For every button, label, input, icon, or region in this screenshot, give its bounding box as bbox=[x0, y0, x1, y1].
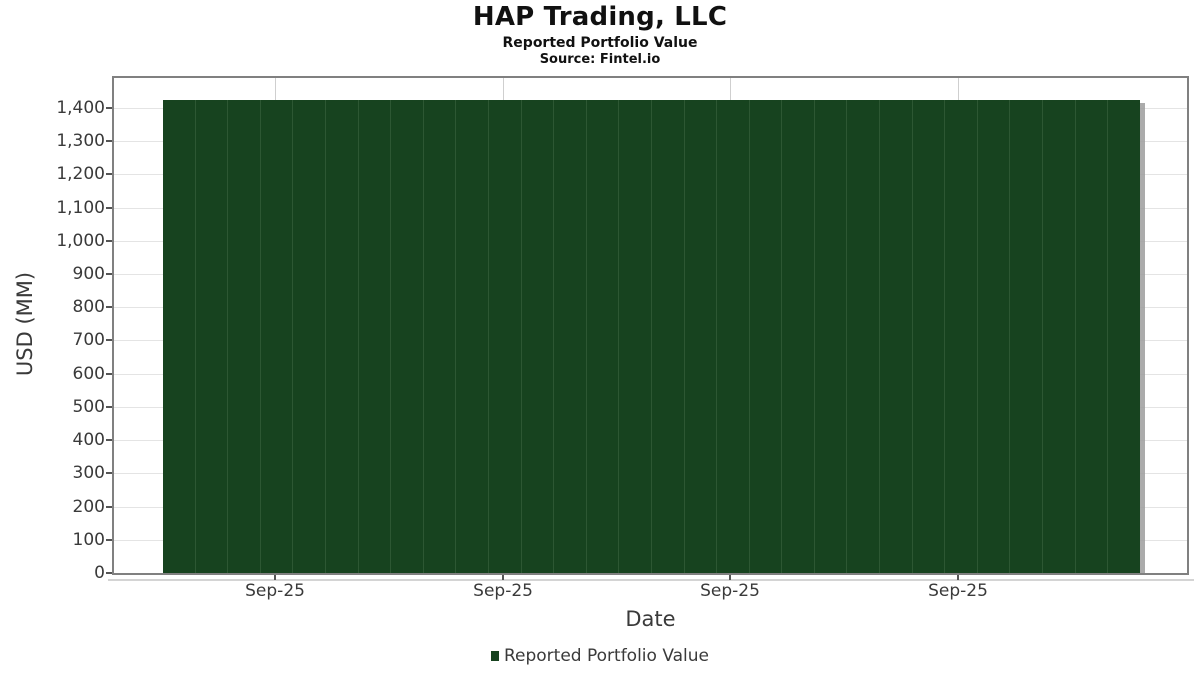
bar bbox=[521, 99, 555, 573]
y-tick-mark bbox=[106, 472, 112, 475]
bar bbox=[847, 99, 881, 573]
y-tick-mark bbox=[106, 372, 112, 375]
bar bbox=[325, 99, 359, 573]
y-tick-label: 600 bbox=[72, 363, 105, 384]
x-tick-mark bbox=[957, 575, 960, 580]
bar bbox=[782, 99, 815, 573]
bar bbox=[684, 99, 718, 573]
chart-source-label: Source: Fintel.io bbox=[539, 52, 661, 67]
y-tick-mark bbox=[106, 572, 112, 574]
y-tick-label: 700 bbox=[72, 330, 105, 351]
x-tick-label: Sep-25 bbox=[245, 581, 305, 601]
bar bbox=[1010, 99, 1044, 573]
y-tick-mark bbox=[106, 106, 112, 109]
legend-swatch bbox=[490, 651, 499, 661]
y-tick-label: 900 bbox=[72, 264, 105, 284]
y-tick-mark bbox=[106, 439, 112, 442]
x-tick-mark bbox=[729, 575, 731, 580]
y-tick-label: 500 bbox=[72, 396, 105, 417]
y-tick-mark bbox=[106, 140, 112, 143]
x-tick-mark bbox=[274, 575, 277, 580]
x-axis-line bbox=[108, 579, 1194, 581]
y-tick-mark bbox=[106, 273, 112, 275]
bar bbox=[880, 99, 913, 573]
bar bbox=[358, 99, 392, 573]
y-tick-label: 200 bbox=[72, 496, 105, 517]
y-tick-label: 1,200 bbox=[56, 164, 105, 185]
bar bbox=[228, 99, 261, 573]
y-tick-label: 1,100 bbox=[56, 197, 105, 218]
y-tick-mark bbox=[106, 306, 112, 309]
x-axis-title: Date bbox=[625, 607, 676, 631]
bar bbox=[554, 99, 587, 573]
bar-series-shadow bbox=[1140, 103, 1145, 573]
bar bbox=[488, 99, 522, 573]
y-tick-label: 0 bbox=[94, 563, 105, 583]
y-tick-mark bbox=[106, 339, 112, 342]
bar bbox=[1075, 99, 1109, 573]
bar bbox=[912, 99, 946, 573]
bar bbox=[814, 99, 848, 573]
chart-subtitle: Reported Portfolio Value bbox=[502, 35, 698, 51]
bar bbox=[391, 99, 424, 573]
bar bbox=[260, 99, 294, 573]
x-tick-mark bbox=[502, 575, 505, 580]
bar bbox=[1108, 99, 1140, 573]
plot-area bbox=[112, 76, 1189, 575]
y-tick-label: 100 bbox=[72, 529, 105, 550]
bar-series bbox=[163, 78, 1140, 573]
y-tick-label: 300 bbox=[72, 463, 105, 484]
y-tick-label: 800 bbox=[72, 297, 105, 318]
y-tick-label: 400 bbox=[72, 430, 105, 451]
bar bbox=[195, 99, 229, 573]
bar bbox=[456, 99, 489, 573]
y-tick-mark bbox=[106, 405, 112, 408]
bar bbox=[717, 99, 750, 573]
y-tick-mark bbox=[106, 538, 112, 541]
y-tick-label: 1,400 bbox=[56, 97, 105, 118]
bar bbox=[423, 99, 457, 573]
bar bbox=[651, 99, 685, 573]
y-tick-mark bbox=[106, 173, 112, 176]
y-tick-mark bbox=[106, 239, 112, 242]
x-tick-label: Sep-25 bbox=[473, 581, 533, 601]
bar bbox=[586, 99, 620, 573]
legend[interactable]: Reported Portfolio Value bbox=[0, 646, 1200, 666]
x-tick-label: Sep-25 bbox=[700, 581, 760, 601]
bar bbox=[945, 99, 978, 573]
y-tick-label: 1,300 bbox=[56, 131, 105, 152]
bar bbox=[619, 99, 652, 573]
bar bbox=[163, 99, 196, 573]
x-tick-label: Sep-25 bbox=[928, 581, 988, 601]
chart-title: HAP Trading, LLC bbox=[472, 2, 728, 32]
bar bbox=[1043, 99, 1076, 573]
bar bbox=[749, 99, 783, 573]
y-tick-mark bbox=[106, 505, 112, 508]
bar bbox=[977, 99, 1011, 573]
y-tick-label: 1,000 bbox=[56, 230, 105, 251]
legend-label: Reported Portfolio Value bbox=[503, 646, 710, 666]
bar bbox=[293, 99, 326, 573]
y-tick-mark bbox=[106, 206, 112, 209]
